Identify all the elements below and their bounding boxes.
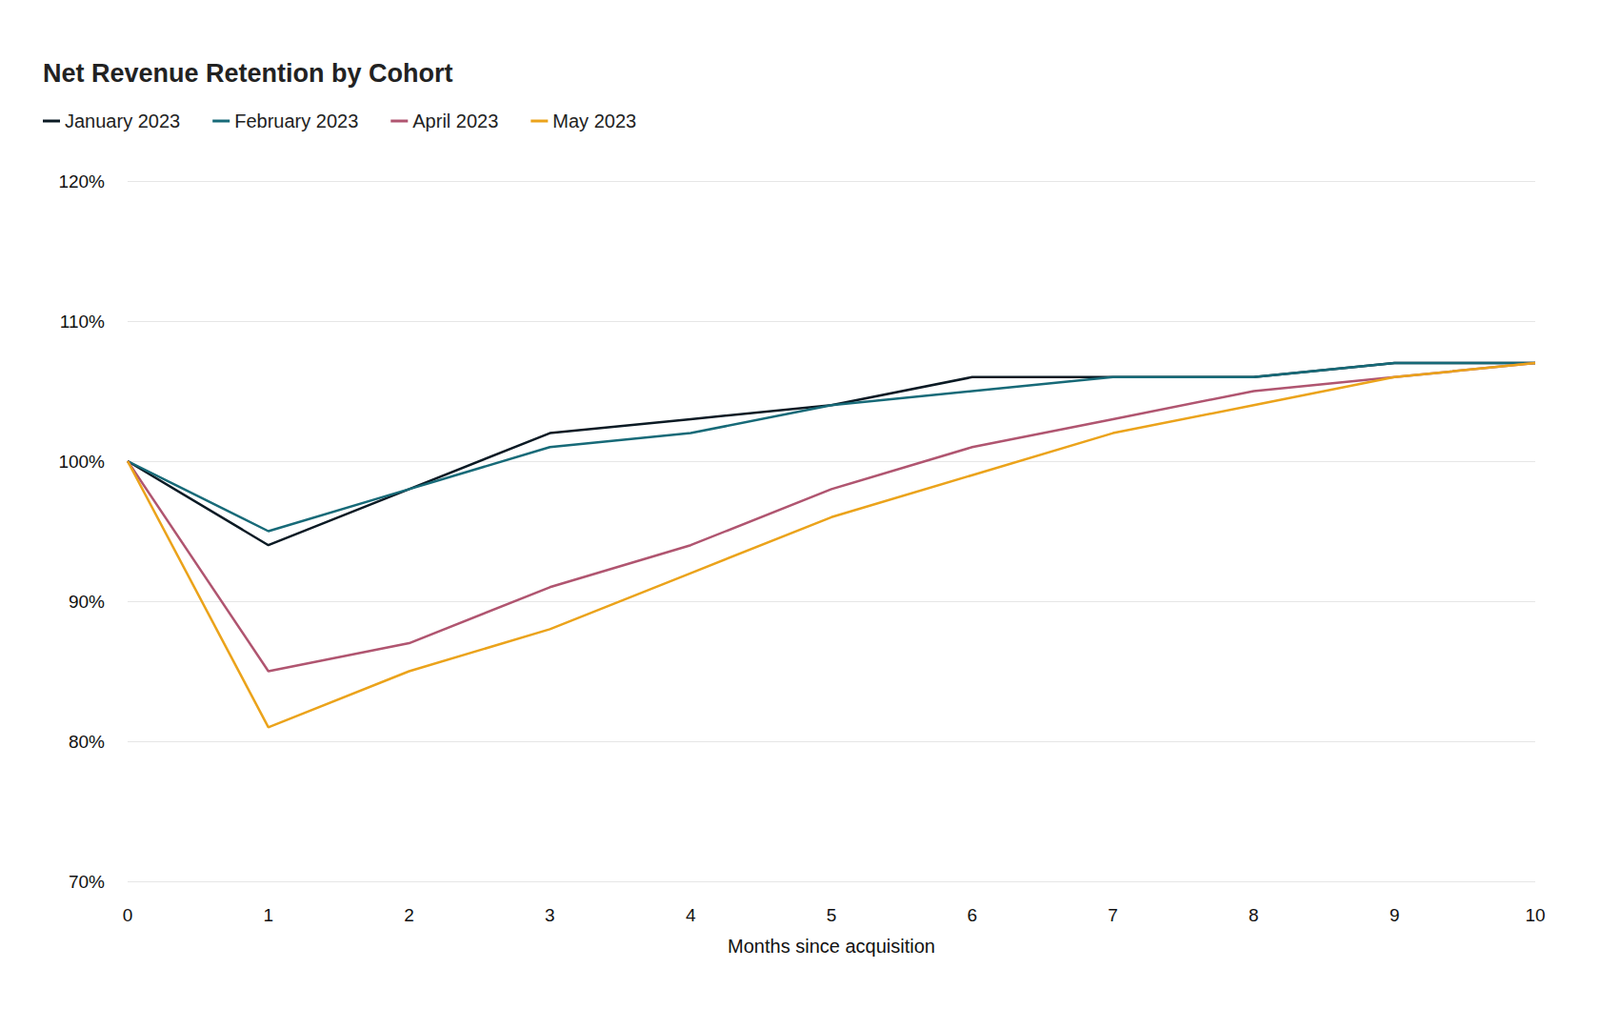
svg-text:10: 10: [1524, 904, 1545, 925]
svg-text:Months since acquisition: Months since acquisition: [727, 935, 936, 957]
svg-text:80%: 80%: [68, 731, 105, 752]
svg-text:1: 1: [263, 904, 275, 925]
svg-text:9: 9: [1389, 904, 1400, 925]
svg-text:May 2023: May 2023: [552, 110, 637, 132]
svg-text:6: 6: [967, 904, 979, 925]
svg-text:90%: 90%: [68, 591, 105, 612]
svg-text:2: 2: [403, 904, 415, 925]
svg-text:100%: 100%: [58, 451, 105, 472]
svg-text:110%: 110%: [60, 311, 105, 332]
svg-text:0: 0: [122, 904, 134, 925]
svg-text:Net Revenue Retention by Cohor: Net Revenue Retention by Cohort: [42, 59, 454, 88]
svg-text:January 2023: January 2023: [64, 110, 180, 132]
svg-text:7: 7: [1107, 904, 1119, 925]
svg-text:4: 4: [685, 904, 697, 925]
svg-text:8: 8: [1248, 904, 1260, 925]
svg-text:April 2023: April 2023: [412, 110, 499, 132]
svg-text:5: 5: [826, 904, 838, 925]
svg-text:70%: 70%: [68, 871, 105, 892]
svg-text:February 2023: February 2023: [234, 110, 359, 132]
svg-text:120%: 120%: [58, 171, 105, 192]
svg-text:3: 3: [544, 904, 556, 925]
